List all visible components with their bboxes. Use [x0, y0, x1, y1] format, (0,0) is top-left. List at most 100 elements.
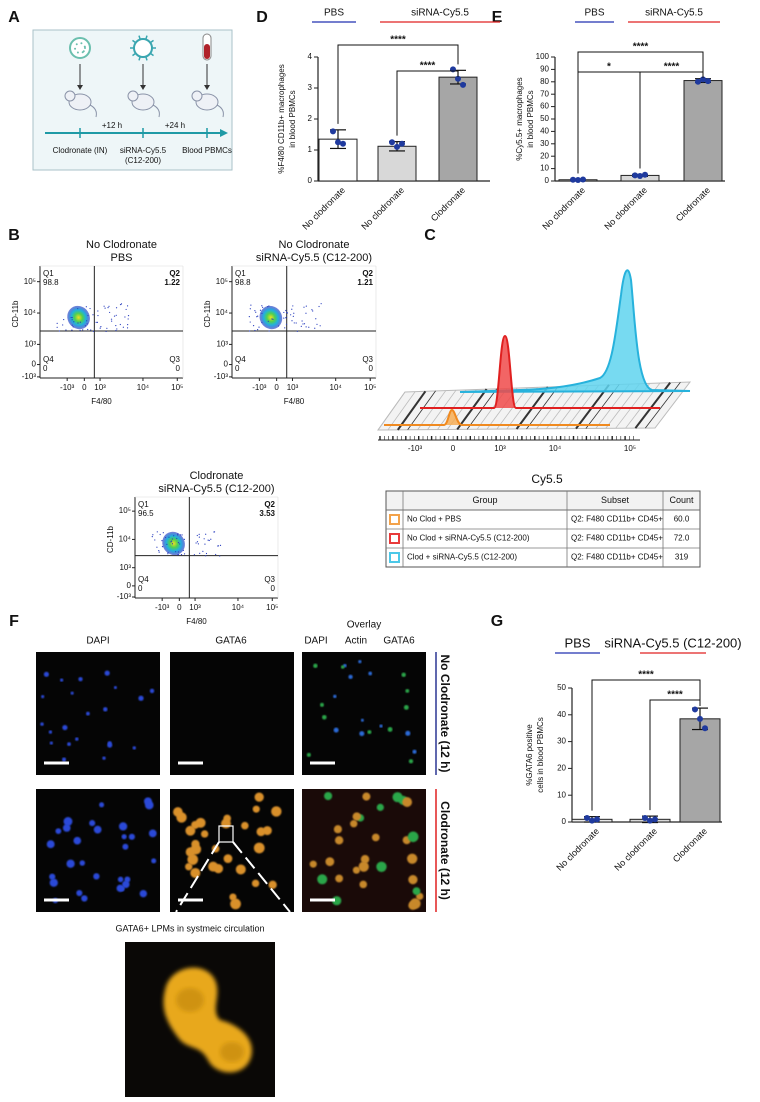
y-tick-label: 20 [557, 764, 566, 773]
overlay-cell [325, 857, 335, 867]
data-point [389, 139, 395, 146]
table-cell: Q2: F480 CD11b+ CD45+ [571, 515, 663, 524]
event-dot [205, 555, 207, 557]
event-dot [156, 546, 158, 548]
y-axis-label: CD-11b [203, 300, 212, 328]
x-tick-label: 10³ [94, 383, 106, 392]
event-dot [302, 323, 304, 325]
nucleus [60, 678, 64, 682]
zoom-caption: GATA6+ LPMs in systmeic circulation [116, 923, 265, 933]
overlay-title: Overlay [347, 620, 381, 631]
gata6-cell [221, 818, 231, 829]
nucleus [66, 859, 75, 868]
overlay-cell [367, 730, 372, 735]
gata6-cell [200, 830, 209, 838]
hatch [417, 390, 447, 430]
overlay-cell [359, 731, 365, 737]
event-dot [267, 320, 269, 322]
hatch [377, 391, 406, 431]
event-dot [285, 309, 287, 312]
hatch [396, 390, 427, 431]
x-tick-label: 10⁴ [330, 383, 343, 392]
y-tick-label: 30 [540, 139, 549, 148]
overlay-cell [410, 898, 421, 909]
event-dot [205, 533, 207, 535]
data-point [702, 725, 708, 732]
micrograph [170, 652, 294, 775]
event-dot [179, 543, 181, 545]
gata6-cell [253, 842, 265, 854]
overlay-cell [376, 803, 384, 811]
spike [145, 56, 148, 61]
significance-bracket [396, 70, 459, 136]
liposome-dot [80, 42, 83, 45]
quadrant-name: Q3 [169, 355, 180, 364]
panel-label: D [256, 9, 268, 26]
x-tick-label: 10⁴ [137, 383, 150, 392]
event-dot [158, 549, 160, 552]
micrograph [36, 789, 160, 912]
event-dot [115, 307, 118, 309]
event-dot [109, 311, 111, 314]
event-dot [120, 303, 123, 305]
liposome-dot [76, 51, 79, 54]
liposome-dot [75, 43, 78, 46]
data-point [632, 172, 638, 179]
overlay-cell [352, 812, 362, 821]
event-dot [181, 534, 183, 536]
event-dot [111, 320, 113, 322]
interval-label: +12 h [102, 121, 122, 130]
y-axis-label: %GATA6 positive [525, 724, 534, 786]
event-dot [97, 310, 99, 312]
event-dot [127, 318, 129, 320]
y-tick-label: 10³ [24, 340, 36, 349]
nucleus [117, 876, 124, 883]
x-tick-label: No clodronate [554, 826, 601, 873]
event-dot [96, 321, 99, 323]
spike [138, 35, 141, 40]
event-dot [106, 327, 108, 329]
y-axis-label: CD-11b [11, 300, 20, 328]
event-dot [217, 545, 219, 547]
quadrant-value: 0 [43, 364, 48, 373]
gata6-cell [235, 864, 246, 875]
event-dot [161, 546, 164, 548]
y-axis-label: CD-11b [106, 525, 115, 553]
event-dot [311, 309, 313, 311]
histogram-noclod-sirna [420, 334, 660, 409]
data-point [692, 706, 698, 713]
event-dot [249, 308, 251, 310]
group-swatch [389, 514, 400, 525]
group-swatch [389, 552, 400, 563]
overlay-cell [408, 759, 414, 764]
event-dot [159, 533, 161, 536]
event-dot [257, 328, 259, 331]
panel-label: B [8, 227, 20, 244]
gata6-cell [256, 827, 266, 837]
event-dot [305, 305, 307, 307]
gata6-cell [213, 863, 224, 874]
overlay-cell [360, 718, 364, 722]
quadrant-name: Q2 [362, 269, 373, 278]
gata6-cell [185, 847, 196, 857]
significance-label: **** [667, 690, 683, 701]
gata6-cell [268, 880, 277, 889]
table-header-bg [385, 490, 701, 511]
event-dot [196, 534, 198, 537]
event-dot [86, 320, 88, 322]
quadrant-name: Q3 [264, 575, 275, 584]
table-cell: No Clod + PBS [407, 515, 461, 524]
nucleus [151, 858, 157, 864]
significance-label: **** [638, 670, 654, 681]
nucleus [143, 797, 152, 806]
quadrant-name: Q1 [43, 269, 54, 278]
hatch [466, 388, 498, 430]
overlay-cell [412, 749, 417, 754]
event-dot [314, 327, 316, 329]
overlay-cell [402, 797, 413, 808]
event-dot [268, 305, 270, 307]
event-dot [291, 320, 293, 322]
x-tick-label: 0 [82, 383, 87, 392]
data-point [697, 715, 703, 722]
event-dot [292, 305, 294, 307]
